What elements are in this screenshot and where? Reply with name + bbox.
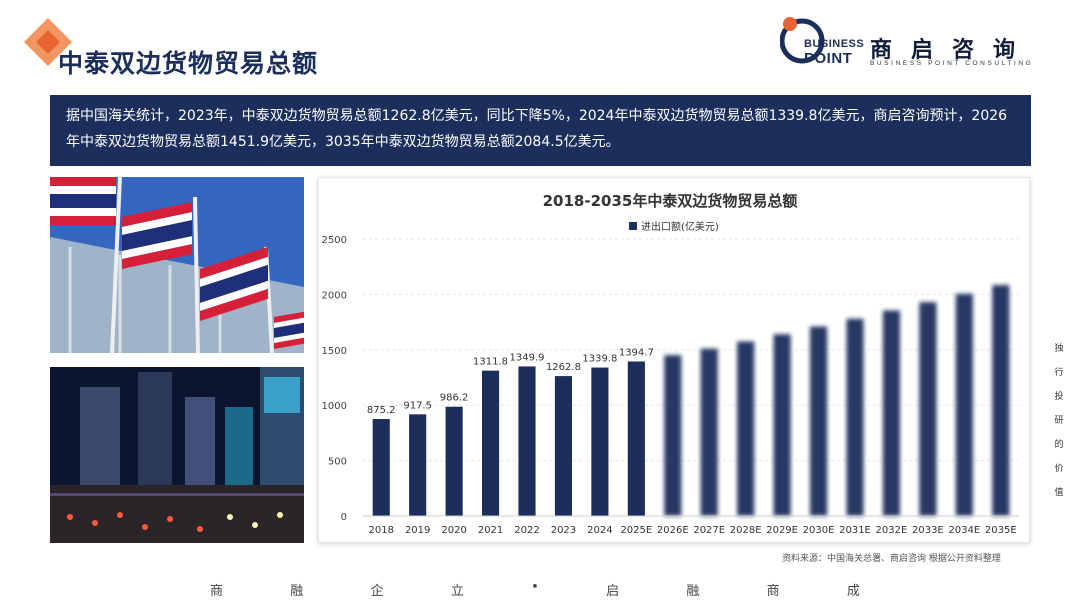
- x-tick-label: 2032E: [876, 525, 908, 536]
- x-tick-label: 2019: [405, 525, 430, 536]
- y-tick-label: 500: [328, 457, 347, 468]
- data-label: 1311.8: [473, 357, 508, 368]
- side-char: 价: [1054, 464, 1064, 474]
- slogan-char: 立: [450, 584, 464, 599]
- bar: [591, 367, 609, 516]
- bar: [955, 293, 973, 516]
- side-char: 行: [1054, 368, 1064, 378]
- bar: [518, 366, 536, 516]
- x-tick-label: 2030E: [803, 525, 835, 536]
- slogan-char: 启: [606, 584, 620, 599]
- bar: [481, 370, 500, 516]
- bar: [919, 302, 937, 516]
- thai-flags-photo: [50, 177, 304, 353]
- logo-english-line2: POINT: [804, 50, 853, 67]
- x-tick-label: 2025E: [620, 525, 652, 536]
- y-tick-label: 2000: [322, 290, 347, 301]
- bangkok-night-photo: [50, 367, 304, 543]
- y-tick-label: 1000: [322, 401, 347, 412]
- bar: [992, 285, 1010, 516]
- logo-mark-icon: [780, 17, 825, 64]
- summary-banner: 据中国海关统计，2023年，中泰双边货物贸易总额1262.8亿美元，同比下降5%…: [50, 95, 1031, 166]
- x-tick-label: 2034E: [948, 525, 980, 536]
- bar: [700, 348, 718, 516]
- side-char: 的: [1054, 440, 1064, 450]
- corner-decoration: [24, 18, 72, 66]
- x-tick-label: 2027E: [693, 525, 725, 536]
- data-label: 875.2: [367, 405, 396, 416]
- slogan-char: 企: [370, 584, 384, 599]
- bar: [846, 318, 864, 516]
- logo-english-line1: BUSINESS: [804, 38, 865, 50]
- y-tick-label: 1500: [322, 346, 347, 357]
- chart-title: 2018-2035年中泰双边货物贸易总额: [543, 192, 798, 210]
- x-tick-label: 2026E: [657, 525, 689, 536]
- brand-logo: BUSINESS POINT 商启咨询 BUSINESS POINT CONSU…: [780, 14, 1070, 74]
- x-tick-label: 2024: [587, 525, 612, 536]
- slogan-char: 商: [210, 584, 224, 599]
- data-label: 1262.8: [546, 362, 581, 373]
- bar: [372, 419, 390, 516]
- slogan-char: •: [531, 580, 539, 595]
- slogan-char: 商: [766, 584, 780, 599]
- slogan-char: 成: [846, 584, 860, 599]
- data-label: 1339.8: [582, 354, 617, 365]
- x-tick-label: 2029E: [766, 525, 798, 536]
- bar: [627, 361, 645, 516]
- x-tick-label: 2021: [478, 525, 503, 536]
- bar: [882, 310, 901, 516]
- bar: [409, 414, 427, 516]
- side-char: 值: [1054, 488, 1064, 498]
- logo-chinese-name: 商启咨询: [870, 38, 1035, 63]
- x-tick-label: 2018: [368, 525, 393, 536]
- bar: [445, 406, 463, 516]
- bar: [773, 334, 791, 516]
- slogan-char: 融: [686, 584, 700, 599]
- logo-subtitle: BUSINESS POINT CONSULTING: [870, 60, 1034, 67]
- side-char: 独: [1054, 344, 1064, 354]
- x-tick-label: 2023: [551, 525, 576, 536]
- x-tick-label: 2020: [441, 525, 466, 536]
- data-label: 1394.7: [619, 347, 654, 358]
- chart-panel: 2018-2035年中泰双边货物贸易总额 进出口额(亿美元) 875.2 917.…: [318, 177, 1030, 543]
- bar: [737, 341, 755, 516]
- bar-chart: 2018-2035年中泰双边货物贸易总额 进出口额(亿美元) 875.2 917.…: [322, 192, 1019, 536]
- side-vertical-text: 独 行 投 研 的 价 值: [1052, 337, 1066, 505]
- x-tick-label: 2022: [514, 525, 539, 536]
- page-title: 中泰双边货物贸易总额: [58, 49, 319, 78]
- footer-slogan: 商 融 企 立 • 启 融 商 成: [210, 580, 860, 599]
- y-tick-label: 0: [341, 512, 347, 523]
- data-label: 986.2: [440, 393, 469, 404]
- y-tick-label: 2500: [322, 235, 347, 246]
- side-char: 研: [1054, 416, 1064, 426]
- legend-label: 进出口额(亿美元): [641, 220, 719, 233]
- x-tick-label: 2035E: [985, 525, 1017, 536]
- x-tick-label: 2031E: [839, 525, 871, 536]
- bar: [664, 355, 682, 516]
- data-label: 917.5: [403, 400, 432, 411]
- slogan-char: 融: [290, 584, 304, 599]
- source-note: 资料来源：中国海关总署、商启咨询 根据公开资料整理: [782, 554, 1001, 564]
- bar: [809, 326, 828, 516]
- x-tick-label: 2033E: [912, 525, 944, 536]
- side-char: 投: [1054, 392, 1064, 402]
- x-tick-label: 2028E: [730, 525, 762, 536]
- bar: [554, 376, 573, 516]
- legend-swatch: [629, 222, 637, 230]
- data-label: 1349.9: [510, 352, 545, 363]
